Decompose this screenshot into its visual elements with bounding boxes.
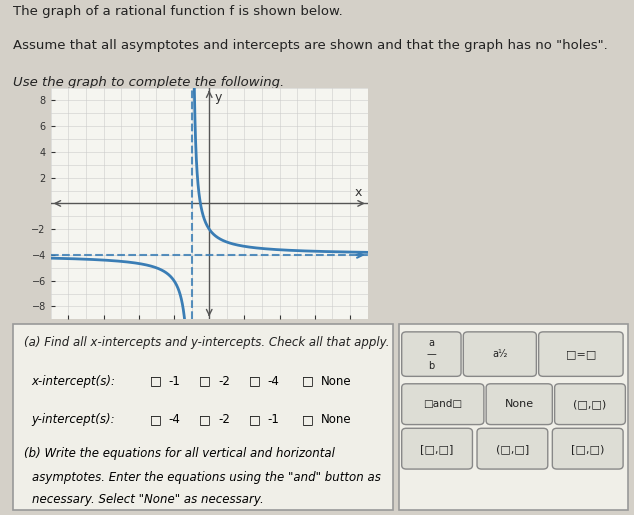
Text: (□,□]: (□,□] [496, 443, 529, 454]
FancyBboxPatch shape [552, 428, 623, 469]
Text: □: □ [150, 374, 162, 387]
FancyBboxPatch shape [477, 428, 548, 469]
Text: □: □ [302, 414, 314, 426]
Text: Assume that all asymptotes and intercepts are shown and that the graph has no "h: Assume that all asymptotes and intercept… [13, 39, 607, 52]
Text: necessary. Select "None" as necessary.: necessary. Select "None" as necessary. [32, 493, 264, 506]
Text: Use the graph to complete the following.: Use the graph to complete the following. [13, 76, 284, 89]
Text: -4: -4 [268, 374, 280, 387]
Text: a¹⁄₂: a¹⁄₂ [492, 349, 508, 359]
Text: □and□: □and□ [424, 399, 462, 409]
FancyBboxPatch shape [13, 324, 393, 510]
Text: None: None [321, 414, 351, 426]
Text: □=□: □=□ [566, 349, 596, 359]
Text: -2: -2 [218, 414, 230, 426]
FancyBboxPatch shape [539, 332, 623, 376]
Text: □: □ [199, 414, 211, 426]
Text: [□,□]: [□,□] [420, 443, 454, 454]
Text: □: □ [302, 374, 314, 387]
Text: None: None [321, 374, 351, 387]
Text: y-intercept(s):: y-intercept(s): [32, 414, 115, 426]
Text: (b) Write the equations for all vertical and horizontal: (b) Write the equations for all vertical… [24, 447, 335, 460]
Text: (□,□): (□,□) [573, 399, 607, 409]
Text: [□,□): [□,□) [571, 443, 604, 454]
FancyBboxPatch shape [402, 428, 472, 469]
Text: None: None [505, 399, 534, 409]
Text: asymptotes. Enter the equations using the "and" button as: asymptotes. Enter the equations using th… [32, 471, 380, 484]
FancyBboxPatch shape [555, 384, 625, 424]
Text: The graph of a rational function f is shown below.: The graph of a rational function f is sh… [13, 5, 342, 18]
Text: x: x [355, 186, 363, 199]
FancyBboxPatch shape [399, 324, 628, 510]
FancyBboxPatch shape [486, 384, 552, 424]
Text: □: □ [249, 414, 261, 426]
FancyBboxPatch shape [402, 332, 461, 376]
Text: y: y [214, 92, 222, 105]
Text: (a) Find all x-intercepts and y-intercepts. Check all that apply.: (a) Find all x-intercepts and y-intercep… [24, 336, 389, 349]
FancyBboxPatch shape [463, 332, 536, 376]
Text: -2: -2 [218, 374, 230, 387]
Text: x-intercept(s):: x-intercept(s): [32, 374, 115, 387]
Text: □: □ [199, 374, 211, 387]
Text: a
—
b: a — b [427, 337, 436, 371]
Text: □: □ [249, 374, 261, 387]
Text: □: □ [150, 414, 162, 426]
Text: -1: -1 [268, 414, 280, 426]
FancyBboxPatch shape [402, 384, 484, 424]
Text: -1: -1 [169, 374, 181, 387]
Text: -4: -4 [169, 414, 181, 426]
